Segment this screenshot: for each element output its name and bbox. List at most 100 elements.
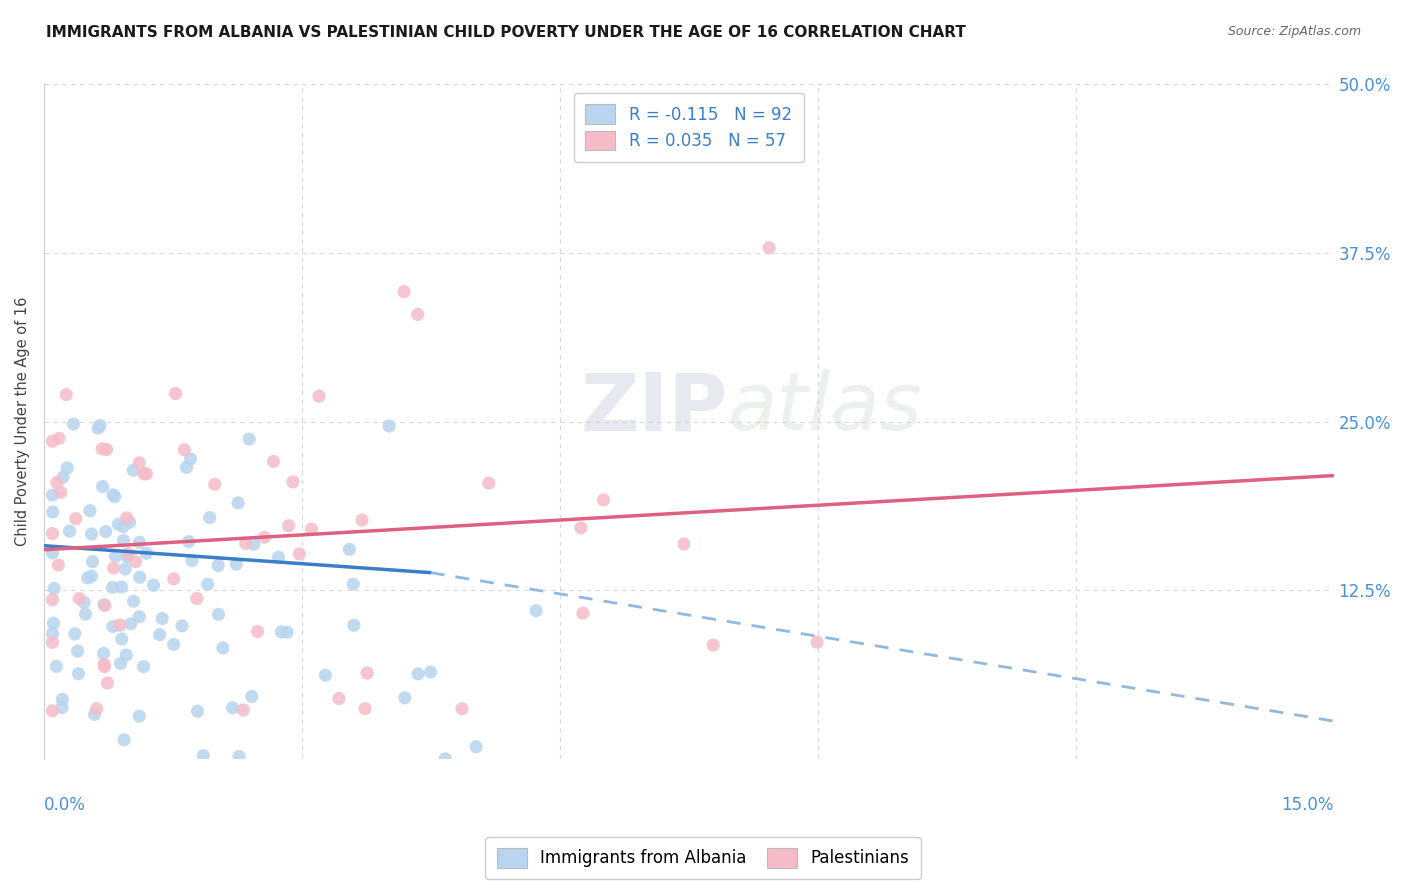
- Point: [41, 526, 63, 541]
- Point: [104, 490, 127, 504]
- Point: [572, 606, 595, 620]
- Point: [118, 516, 141, 530]
- Point: [93, 647, 115, 661]
- Point: [56, 461, 79, 475]
- Point: [134, 467, 156, 481]
- Point: [42, 582, 65, 596]
- Point: [66, 644, 89, 658]
- Point: [207, 558, 229, 573]
- Point: [112, 533, 135, 548]
- Point: [288, 547, 311, 561]
- Point: [89, 418, 111, 433]
- Point: [212, 640, 235, 655]
- Point: [328, 691, 350, 706]
- Point: [569, 521, 592, 535]
- Point: [117, 547, 139, 561]
- Point: [55, 387, 77, 401]
- Point: [267, 550, 290, 565]
- Point: [80, 569, 103, 583]
- Point: [524, 604, 547, 618]
- Point: [94, 599, 117, 613]
- Point: [112, 732, 135, 747]
- Point: [48, 558, 70, 573]
- Point: [478, 476, 501, 491]
- Point: [67, 591, 90, 606]
- Point: [41, 592, 63, 607]
- Point: [356, 665, 378, 680]
- Point: [301, 522, 323, 536]
- Point: [103, 561, 125, 575]
- Point: [48, 431, 70, 445]
- Point: [93, 657, 115, 672]
- Point: [204, 477, 226, 491]
- Point: [125, 555, 148, 569]
- Point: [41, 626, 63, 640]
- Point: [186, 704, 208, 718]
- Point: [135, 546, 157, 560]
- Point: [702, 638, 724, 652]
- Point: [177, 534, 200, 549]
- Text: atlas: atlas: [727, 369, 922, 447]
- Point: [80, 527, 103, 541]
- Point: [128, 456, 150, 470]
- Point: [52, 470, 75, 484]
- Point: [197, 577, 219, 591]
- Point: [51, 692, 73, 706]
- Point: [221, 700, 243, 714]
- Point: [104, 549, 127, 564]
- Point: [62, 417, 84, 431]
- Point: [193, 748, 215, 763]
- Point: [308, 389, 330, 403]
- Point: [142, 578, 165, 592]
- Point: [41, 546, 63, 560]
- Point: [434, 752, 457, 766]
- Point: [314, 668, 336, 682]
- Point: [270, 624, 292, 639]
- Point: [180, 451, 202, 466]
- Point: [111, 632, 134, 646]
- Point: [277, 518, 299, 533]
- Point: [170, 619, 193, 633]
- Point: [186, 591, 208, 606]
- Point: [132, 659, 155, 673]
- Point: [243, 537, 266, 551]
- Point: [107, 517, 129, 532]
- Point: [101, 488, 124, 502]
- Point: [806, 635, 828, 649]
- Point: [115, 648, 138, 662]
- Point: [672, 537, 695, 551]
- Point: [378, 419, 401, 434]
- Point: [354, 701, 377, 715]
- Point: [228, 749, 250, 764]
- Point: [225, 557, 247, 571]
- Point: [91, 442, 114, 456]
- Point: [108, 618, 131, 632]
- Text: ZIP: ZIP: [581, 369, 727, 447]
- Point: [67, 666, 90, 681]
- Point: [246, 624, 269, 639]
- Point: [41, 434, 63, 449]
- Point: [235, 536, 257, 550]
- Point: [110, 580, 132, 594]
- Point: [128, 709, 150, 723]
- Point: [42, 616, 65, 631]
- Point: [198, 510, 221, 524]
- Point: [207, 607, 229, 622]
- Point: [149, 628, 172, 642]
- Point: [419, 665, 441, 679]
- Y-axis label: Child Poverty Under the Age of 16: Child Poverty Under the Age of 16: [15, 297, 30, 546]
- Point: [58, 524, 80, 538]
- Text: Source: ZipAtlas.com: Source: ZipAtlas.com: [1227, 25, 1361, 38]
- Point: [232, 703, 254, 717]
- Point: [101, 619, 124, 633]
- Point: [82, 555, 104, 569]
- Point: [114, 562, 136, 576]
- Point: [45, 475, 67, 490]
- Point: [240, 690, 263, 704]
- Point: [276, 625, 298, 640]
- Text: 15.0%: 15.0%: [1281, 796, 1333, 814]
- Point: [150, 611, 173, 625]
- Point: [592, 492, 614, 507]
- Point: [96, 442, 118, 457]
- Point: [94, 524, 117, 539]
